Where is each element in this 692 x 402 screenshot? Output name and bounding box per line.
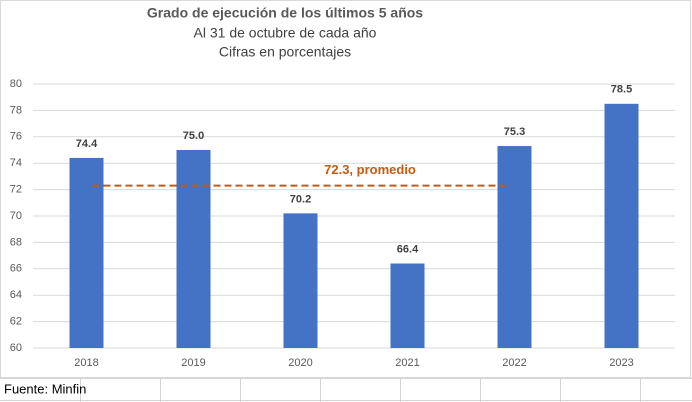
y-tick-label: 60 (10, 342, 22, 354)
chart-frame (0, 0, 691, 378)
data-label: 75.3 (504, 126, 525, 138)
x-tick-label: 2019 (181, 357, 205, 369)
bar (283, 213, 318, 348)
y-tick-label: 62 (10, 316, 22, 328)
bar (176, 150, 211, 348)
x-tick-label: 2020 (288, 357, 312, 369)
data-label: 78.5 (611, 84, 632, 96)
y-tick-label: 74 (10, 157, 22, 169)
y-tick-label: 64 (10, 289, 22, 301)
x-tick-label: 2023 (609, 357, 633, 369)
data-label: 70.2 (290, 193, 311, 205)
x-tick-label: 2022 (502, 357, 526, 369)
y-tick-label: 68 (10, 236, 22, 248)
bar (604, 103, 639, 348)
chart-title: Grado de ejecución de los últimos 5 años (147, 5, 423, 21)
data-label: 75.0 (183, 130, 204, 142)
bar (390, 263, 425, 348)
y-tick-label: 66 (10, 263, 22, 275)
sheet-cells (0, 378, 692, 402)
bar (497, 146, 532, 348)
y-tick-label: 72 (10, 184, 22, 196)
bar (69, 157, 104, 348)
x-tick-label: 2021 (395, 357, 419, 369)
y-tick-label: 78 (10, 104, 22, 116)
y-tick-label: 76 (10, 131, 22, 143)
x-tick-label: 2018 (74, 357, 98, 369)
y-tick-label: 80 (10, 78, 22, 90)
average-label: 72.3, promedio (324, 162, 416, 177)
data-label: 66.4 (397, 243, 419, 255)
y-tick-label: 70 (10, 210, 22, 222)
source: Fuente: Minfin (4, 381, 86, 396)
data-label: 74.4 (76, 138, 98, 150)
chart-subtitle: Al 31 de octubre de cada año (194, 25, 377, 41)
chart-subtitle: Cifras en porcentajes (219, 44, 351, 60)
